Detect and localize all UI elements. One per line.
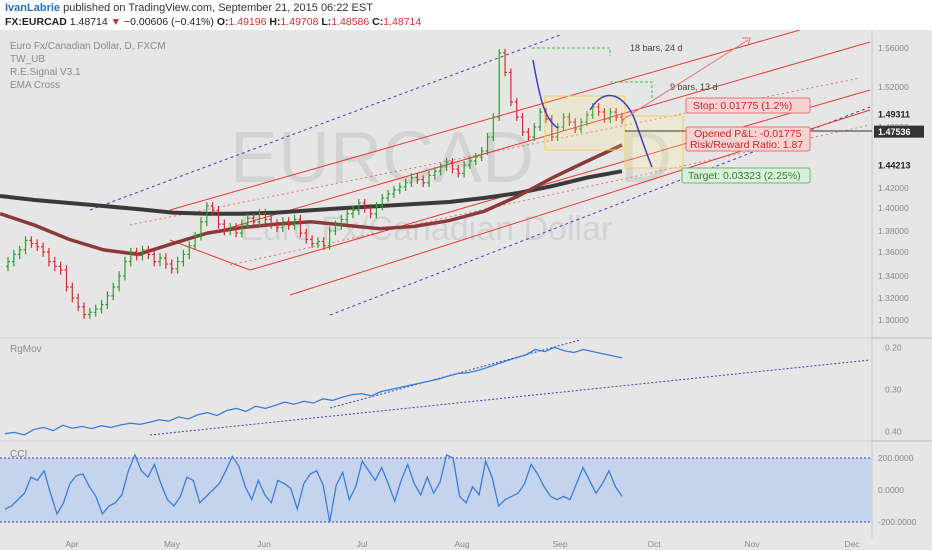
open-value: 1.49196 xyxy=(228,16,267,28)
rgmov-trendline-1[interactable] xyxy=(149,359,871,436)
price-tick-label: 1.34000 xyxy=(878,271,909,281)
time-tick-label: Sep xyxy=(552,539,567,549)
projection-arc-2[interactable] xyxy=(589,94,653,168)
legend-re-signal[interactable]: R.E.Signal V3.1 xyxy=(10,67,81,78)
close-value: 1.48714 xyxy=(383,16,422,28)
price-tick-label: 1.42000 xyxy=(878,183,909,193)
high-value: 1.49708 xyxy=(280,16,319,28)
time-tick-label: Dec xyxy=(844,539,860,549)
time-tick-label: Jun xyxy=(257,539,271,549)
price-tick-label: 1.36000 xyxy=(878,247,909,257)
setup-box[interactable] xyxy=(544,95,626,151)
arrowhead-up-icon xyxy=(742,37,751,47)
close-label: C: xyxy=(372,16,384,28)
legend-series[interactable]: Euro Fx/Canadian Dollar, D, FXCM xyxy=(10,41,166,52)
cci-label[interactable]: CCI xyxy=(10,449,27,460)
author-link[interactable]: IvanLabrie xyxy=(5,2,61,14)
price-badge-bg xyxy=(874,125,924,138)
cci-line[interactable] xyxy=(4,453,623,523)
publish-line: IvanLabrie published on TradingView.com,… xyxy=(5,2,373,14)
ma-slow-line[interactable] xyxy=(0,169,623,216)
price-tick-label: 1.52000 xyxy=(878,82,909,92)
time-tick-label: Aug xyxy=(454,539,469,549)
pnl-label-box[interactable] xyxy=(685,126,811,152)
price-badge: 1.47536 xyxy=(878,127,911,137)
projection-arc-1[interactable] xyxy=(532,59,559,129)
bars-range-1-marker[interactable] xyxy=(532,47,611,56)
price-badge: 1.44213 xyxy=(878,160,911,170)
chart-canvas[interactable]: EURCAD D Euro Fx/Canadian Dollar Euro Fx… xyxy=(0,30,932,550)
rgmov-tick-label: 0.20 xyxy=(885,342,902,352)
stop-label: Stop: 0.01775 (1.2%) xyxy=(693,100,792,112)
low-value: 1.48586 xyxy=(331,16,370,28)
high-label: H: xyxy=(269,16,281,28)
cci-tick-label: -200.0000 xyxy=(878,517,917,527)
risk-reward-label: Risk/Reward Ratio: 1.87 xyxy=(690,139,803,151)
projection-arrow-up[interactable] xyxy=(621,39,749,121)
rgmov-label[interactable]: RgMov xyxy=(10,344,42,355)
change-down-icon: ▼ xyxy=(110,16,122,28)
price-badge-bg xyxy=(874,158,924,171)
time-tick-label: Nov xyxy=(744,539,760,549)
ma-fast-line[interactable] xyxy=(0,143,623,257)
rgmov-pane[interactable] xyxy=(0,339,872,440)
rgmov-tick-label: 0.30 xyxy=(885,385,902,395)
cci-tick-label: 200.0000 xyxy=(878,453,914,463)
price-tick-label: 1.56000 xyxy=(878,43,909,53)
price-tick-label: 1.38000 xyxy=(878,226,909,236)
price-tick-label: 1.32000 xyxy=(878,293,909,303)
legend-tw-ub[interactable]: TW_UB xyxy=(10,54,45,65)
target-label: Target: 0.03323 (2.25%) xyxy=(688,170,801,182)
cci-tick-label: 0.0000 xyxy=(878,485,904,495)
price-badge: 1.49311 xyxy=(878,109,910,119)
channel-connector[interactable] xyxy=(169,239,251,271)
time-scale[interactable] xyxy=(0,538,932,550)
ohlc-line: FX:EURCAD 1.48714 ▼ −0.00606 (−0.41%) O:… xyxy=(5,16,421,28)
price-badge-bg xyxy=(874,107,924,120)
open-label: O: xyxy=(216,16,229,28)
target-label-box[interactable] xyxy=(681,167,811,184)
candle-series[interactable] xyxy=(6,48,624,319)
low-label: L: xyxy=(321,16,332,28)
rgmov-tick-label: 0.40 xyxy=(885,427,902,437)
symbol-label[interactable]: FX:EURCAD xyxy=(5,16,67,28)
bars-range-2-marker[interactable] xyxy=(610,81,653,98)
legend-ema-cross[interactable]: EMA Cross xyxy=(10,80,60,91)
target-box[interactable] xyxy=(624,115,684,169)
channel-line-3[interactable] xyxy=(249,89,871,271)
watermark-symbol: EURCAD xyxy=(230,118,534,198)
last-price: 1.48714 xyxy=(69,16,108,28)
time-tick-label: Apr xyxy=(65,539,78,549)
price-tick-label: 1.30000 xyxy=(878,315,909,325)
time-tick-label: May xyxy=(164,539,181,549)
rgmov-line[interactable] xyxy=(4,346,623,436)
bars-range-1-label: 18 bars, 24 d xyxy=(630,43,683,53)
pnl-label: Opened P&L: -0.01775 xyxy=(694,128,802,140)
channel-line-1[interactable] xyxy=(169,30,801,211)
watermark-name: Euro Fx/Canadian Dollar xyxy=(240,210,612,248)
bars-range-2-label: 9 bars, 13 d xyxy=(670,82,718,92)
time-tick-label: Oct xyxy=(647,539,661,549)
price-tick-label: 1.40000 xyxy=(878,203,909,213)
publish-info: published on TradingView.com, September … xyxy=(60,2,373,14)
stop-label-box[interactable] xyxy=(685,97,811,114)
chart-header: IvanLabrie published on TradingView.com,… xyxy=(0,0,932,30)
price-change: −0.00606 (−0.41%) xyxy=(123,16,214,28)
time-tick-label: Jul xyxy=(357,539,368,549)
